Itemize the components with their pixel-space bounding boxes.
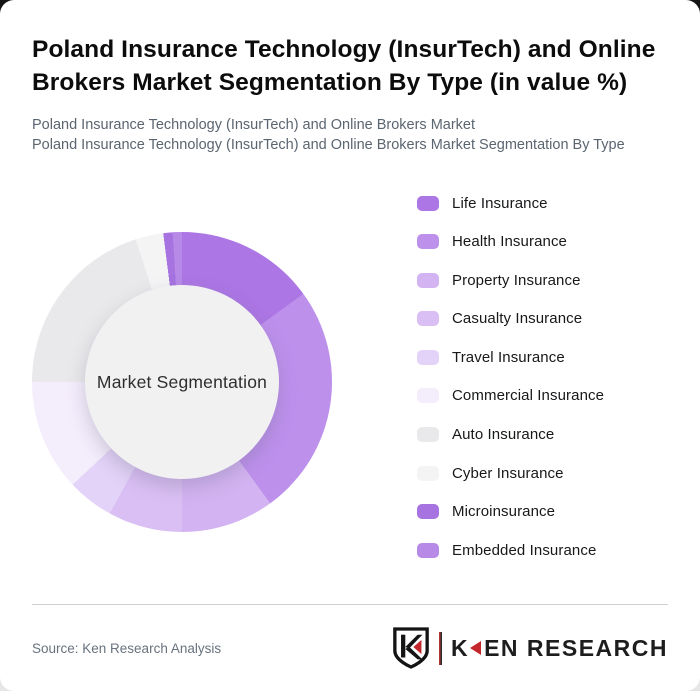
- chart-area: Market Segmentation Life Insurance Health…: [32, 195, 604, 581]
- legend-item[interactable]: Property Insurance: [417, 271, 604, 289]
- red-triangle-icon: [470, 641, 482, 655]
- legend-swatch-icon: [417, 311, 439, 327]
- legend-item[interactable]: Casualty Insurance: [417, 310, 604, 328]
- legend-item[interactable]: Travel Insurance: [417, 348, 604, 366]
- legend-label: Cyber Insurance: [452, 464, 564, 482]
- ken-research-logo: K EN RESEARCH: [392, 627, 668, 669]
- legend-swatch-icon: [417, 504, 439, 520]
- legend-swatch-icon: [417, 234, 439, 250]
- legend-item[interactable]: Auto Insurance: [417, 426, 604, 444]
- legend-swatch-icon: [417, 349, 439, 365]
- legend-label: Travel Insurance: [452, 348, 565, 366]
- legend-label: Embedded Insurance: [452, 541, 597, 559]
- donut-center-label: Market Segmentation: [96, 371, 268, 392]
- donut-center: Market Segmentation: [85, 285, 279, 479]
- footer-divider: [32, 604, 668, 605]
- legend-item[interactable]: Life Insurance: [417, 194, 604, 212]
- wordmark-k: K: [450, 634, 470, 661]
- legend-label: Casualty Insurance: [452, 310, 583, 328]
- subtitle-line-1: Poland Insurance Technology (InsurTech) …: [32, 117, 476, 133]
- legend-swatch-icon: [417, 388, 439, 404]
- subtitle-line-2: Poland Insurance Technology (InsurTech) …: [32, 137, 625, 153]
- legend-label: Property Insurance: [452, 271, 581, 289]
- legend-label: Commercial Insurance: [452, 387, 605, 405]
- wordmark-rest: EN RESEARCH: [484, 634, 668, 661]
- donut-chart: Market Segmentation: [32, 232, 332, 532]
- legend-swatch-icon: [417, 427, 439, 443]
- legend-swatch-icon: [417, 195, 439, 211]
- footer: Source: Ken Research Analysis K EN RESEA…: [32, 620, 668, 676]
- legend-item[interactable]: Health Insurance: [417, 233, 604, 251]
- legend-item[interactable]: Cyber Insurance: [417, 464, 604, 482]
- legend-label: Life Insurance: [452, 194, 548, 212]
- legend-item[interactable]: Commercial Insurance: [417, 387, 605, 405]
- legend-label: Auto Insurance: [452, 426, 555, 444]
- logo-separator: [438, 631, 442, 665]
- shield-k-icon: [393, 627, 429, 669]
- legend-item[interactable]: Microinsurance: [417, 503, 604, 521]
- legend-item[interactable]: Embedded Insurance: [417, 541, 604, 559]
- source-note: Source: Ken Research Analysis: [32, 640, 222, 656]
- logo-wordmark: K EN RESEARCH: [451, 635, 668, 662]
- legend-swatch-icon: [417, 465, 439, 481]
- legend-swatch-icon: [417, 542, 439, 558]
- chart-legend: Life Insurance Health Insurance Property I…: [417, 195, 604, 581]
- page-title: Poland Insurance Technology (InsurTech) …: [32, 36, 656, 96]
- legend-label: Health Insurance: [452, 233, 568, 251]
- legend-label: Microinsurance: [452, 503, 556, 521]
- legend-swatch-icon: [417, 272, 439, 288]
